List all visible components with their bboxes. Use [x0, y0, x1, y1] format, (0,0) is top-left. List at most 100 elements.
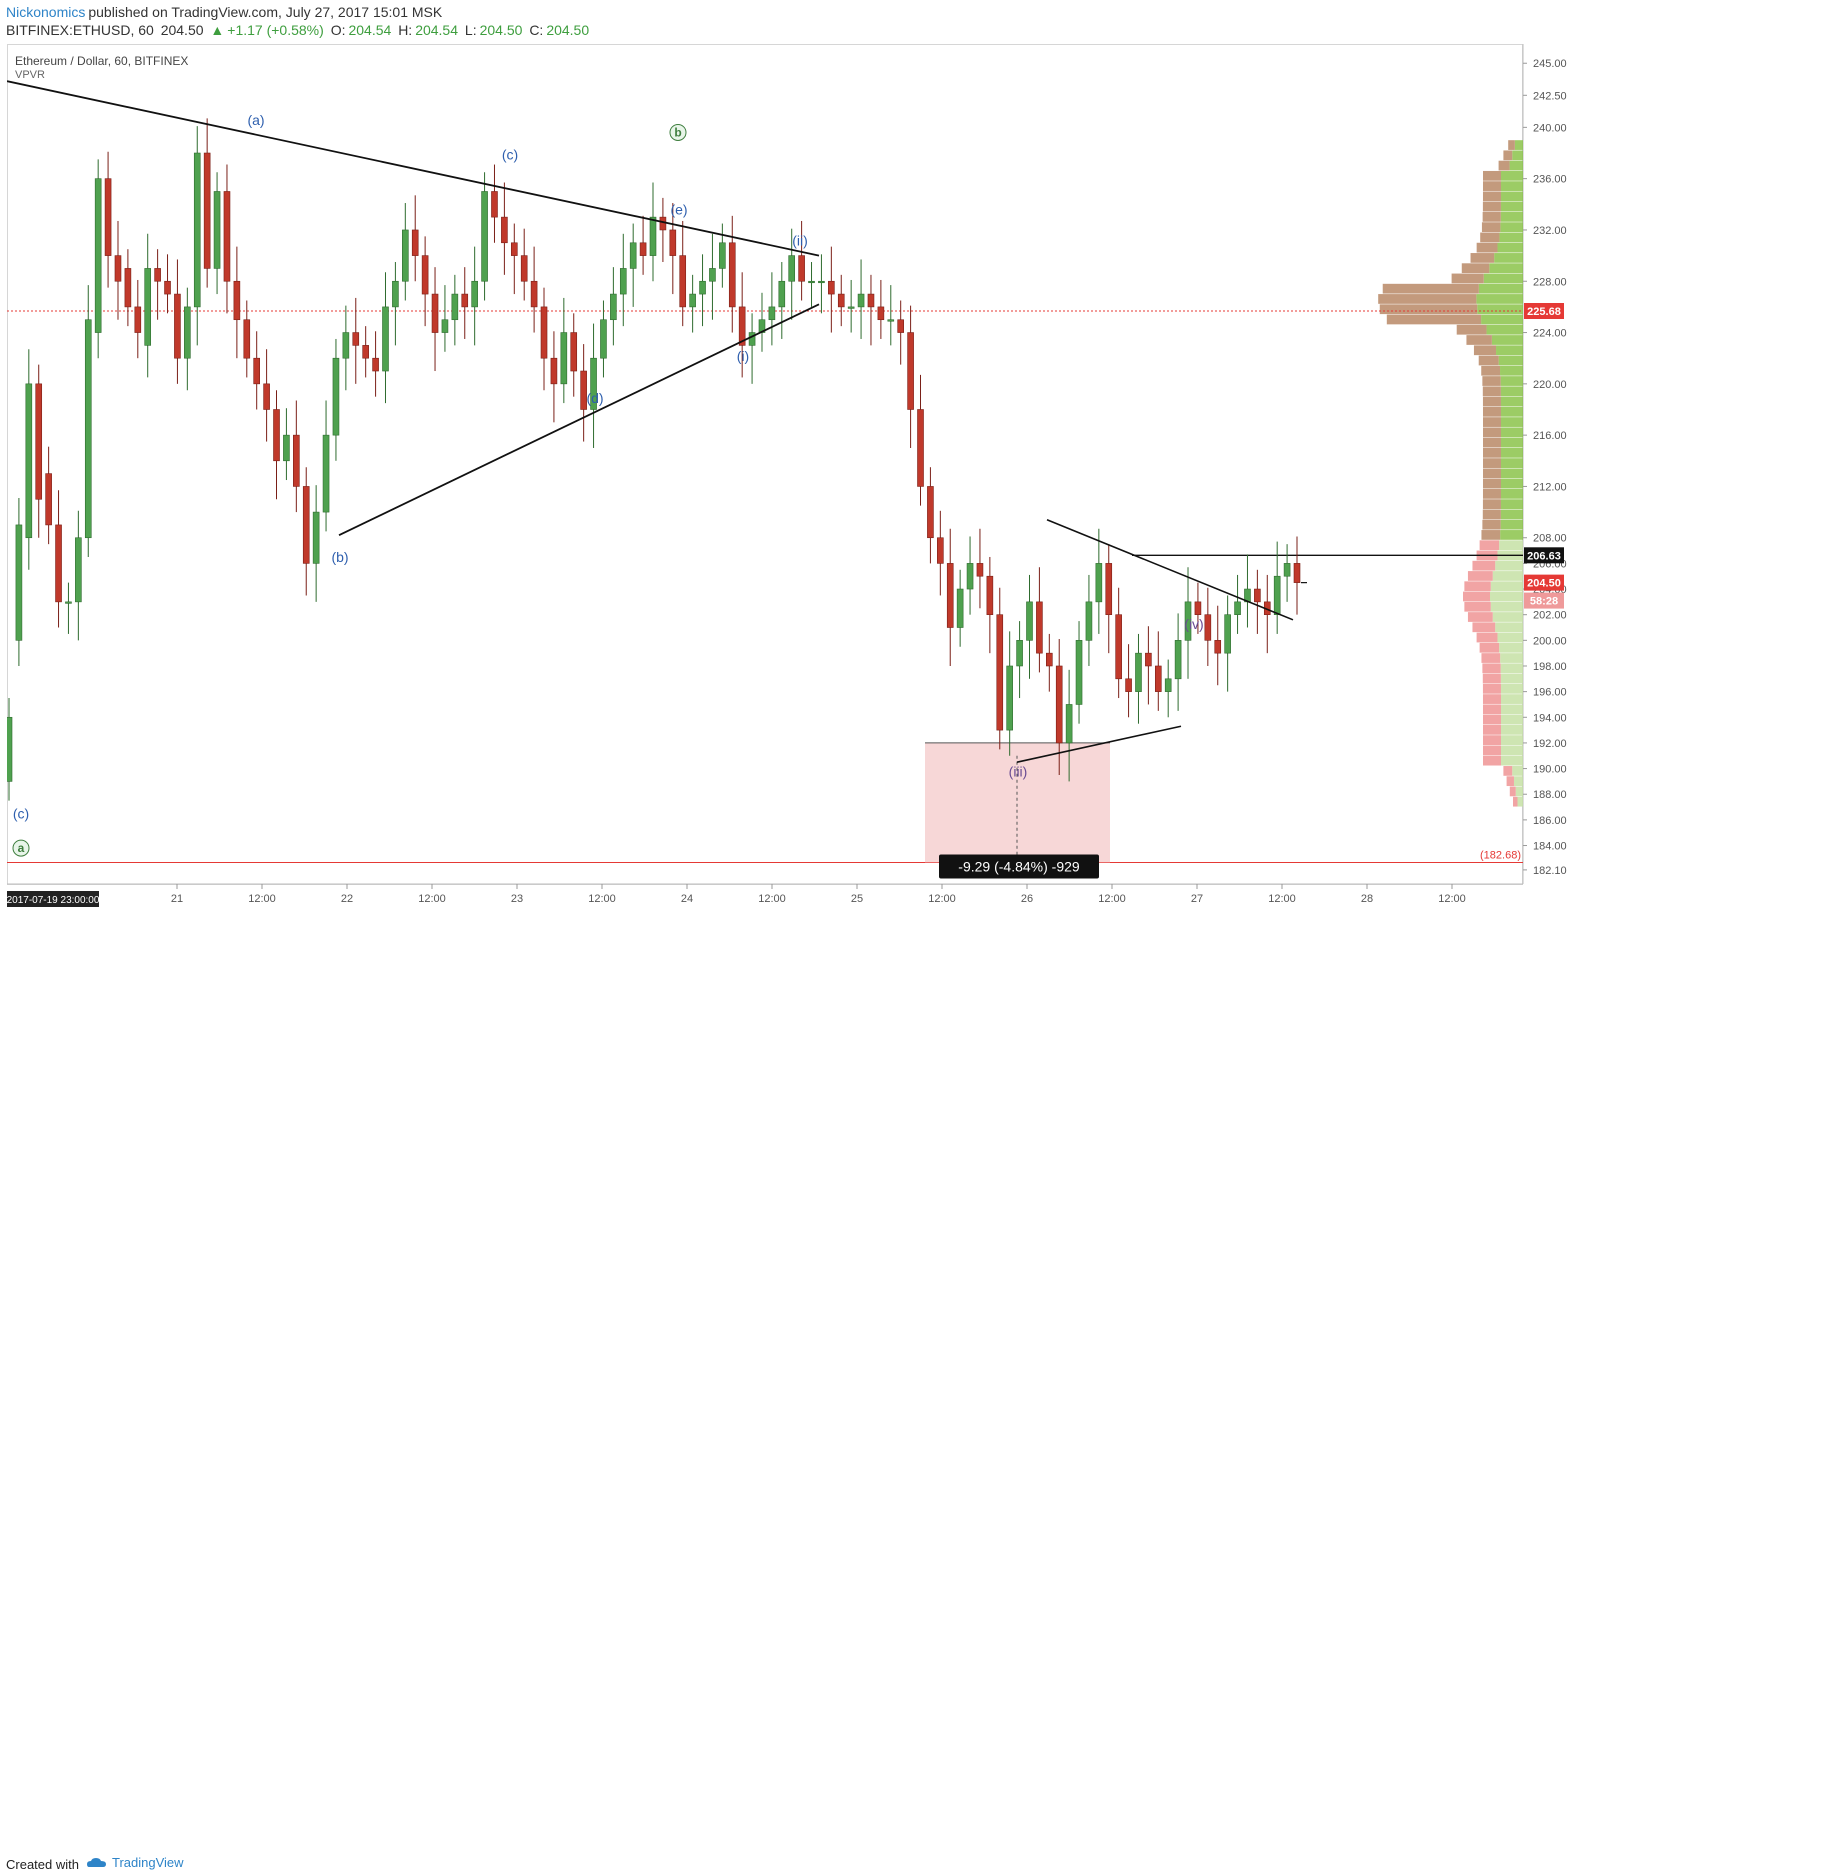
current-price-label: 225.68: [1527, 306, 1561, 318]
profile-bar-down: [1482, 468, 1501, 479]
candle-body: [649, 216, 657, 256]
profile-bar-up: [1500, 468, 1523, 479]
candle-body: [441, 319, 449, 333]
candle-body: [1105, 563, 1113, 615]
profile-bar-down: [1481, 530, 1501, 540]
profile-bar-down: [1472, 622, 1496, 633]
y-tick-label: 208.00: [1533, 533, 1567, 545]
candle-body: [124, 268, 132, 308]
profile-bar-down: [1513, 796, 1518, 807]
candle-body: [352, 332, 360, 346]
profile-bar-up: [1501, 745, 1523, 756]
profile-bar-up: [1500, 406, 1523, 417]
x-tick-label: 12:00: [248, 893, 276, 905]
candle-body: [520, 255, 528, 282]
chart-area[interactable]: 182.10 184.00 186.00 188.00 190.00 192.00 194.…: [7, 44, 1779, 926]
profile-bar-up: [1476, 294, 1523, 304]
profile-bar-up: [1500, 201, 1523, 212]
candle-body: [243, 319, 251, 359]
wave-label-c: (c): [502, 146, 518, 162]
profile-bar-up: [1500, 427, 1523, 438]
candle-body: [84, 319, 92, 539]
candle-body: [184, 306, 191, 359]
x-tick-label: 21: [171, 893, 183, 905]
x-tick-label: 12:00: [928, 893, 956, 905]
profile-bar-down: [1482, 437, 1501, 448]
x-tick-label: 22: [341, 893, 353, 905]
candle-body: [847, 306, 855, 309]
profile-bar-up: [1499, 540, 1523, 551]
candle-body: [491, 191, 498, 218]
countdown-label: 58:28: [1530, 596, 1558, 608]
y-tick-label: 202.00: [1533, 610, 1567, 622]
profile-bar-up: [1501, 755, 1523, 766]
wave-label-iv: (iv): [1184, 616, 1203, 632]
candle-body: [1085, 601, 1093, 641]
high-label: H:: [398, 22, 413, 38]
indicator-title[interactable]: VPVR: [15, 69, 45, 81]
profile-bar-up: [1481, 314, 1523, 325]
author-link[interactable]: Nickonomics: [6, 4, 86, 20]
candle-body: [1046, 652, 1053, 667]
candle-body: [273, 409, 280, 462]
price-chart[interactable]: 182.10 184.00 186.00 188.00 190.00 192.00 194.…: [7, 44, 1779, 926]
profile-bar-up: [1501, 735, 1523, 745]
close-value: 204.50: [546, 22, 590, 38]
candle-body: [461, 293, 469, 308]
profile-bar-up: [1517, 796, 1523, 807]
crosshair-date-label: 2017-07-19 23:00:00: [7, 895, 100, 906]
profile-bar-down: [1482, 489, 1501, 499]
candle-body: [1135, 652, 1142, 692]
profile-bar-down: [1508, 140, 1515, 150]
profile-bar-down: [1466, 335, 1492, 345]
wave-label-a: (a): [247, 112, 264, 128]
profile-bar-up: [1500, 499, 1523, 510]
candle-body: [1214, 640, 1222, 654]
measure-label: -9.29 (-4.84%) -929: [958, 858, 1080, 874]
profile-bar-down: [1464, 601, 1491, 612]
candle-body: [610, 293, 617, 321]
y-tick-label: 245.00: [1533, 58, 1567, 70]
candle-body: [867, 293, 875, 308]
down-trendline: [1046, 519, 1294, 621]
wave-label-circle-a-circle: [12, 839, 30, 857]
x-tick-label: 12:00: [758, 893, 786, 905]
profile-bar-up: [1500, 191, 1523, 202]
tradingview-logo[interactable]: TradingView: [86, 1855, 184, 1870]
candle-body: [1145, 652, 1152, 667]
candle-body: [748, 332, 756, 346]
candle-body: [1164, 678, 1172, 692]
x-tick-label: 23: [511, 893, 523, 905]
candle-body: [174, 293, 181, 359]
profile-bar-up: [1500, 458, 1523, 468]
wave-label-left-c: (c): [13, 806, 29, 822]
candle-body: [233, 280, 241, 321]
chart-header: Nickonomics published on TradingView.com,…: [0, 0, 1824, 44]
candle-body: [312, 511, 320, 564]
candle-body: [1016, 640, 1023, 667]
profile-bar-up: [1500, 417, 1523, 427]
profile-bar-up: [1499, 232, 1523, 243]
up-trendline: [1016, 725, 1182, 763]
profile-bar-up: [1500, 170, 1523, 181]
candle-body: [104, 178, 112, 256]
candle-body: [907, 332, 914, 410]
candle-body: [342, 332, 350, 359]
candle-body: [471, 280, 478, 308]
candle-body: [293, 434, 300, 487]
candle-body: [917, 409, 924, 487]
profile-bar-up: [1513, 776, 1523, 787]
candle-body: [263, 383, 270, 410]
profile-bar-up: [1500, 724, 1523, 735]
profile-bar-up: [1500, 376, 1523, 386]
candle-body: [45, 473, 52, 526]
candle-body: [1194, 601, 1202, 615]
x-tick-label: 24: [681, 893, 693, 905]
candle-body: [1075, 640, 1083, 705]
profile-bar-up: [1501, 447, 1523, 458]
profile-bar-down: [1482, 519, 1501, 530]
candle-body: [7, 716, 13, 782]
candle-body: [392, 280, 399, 308]
y-tick-label: 236.00: [1533, 174, 1567, 186]
candle-body: [1006, 665, 1013, 731]
